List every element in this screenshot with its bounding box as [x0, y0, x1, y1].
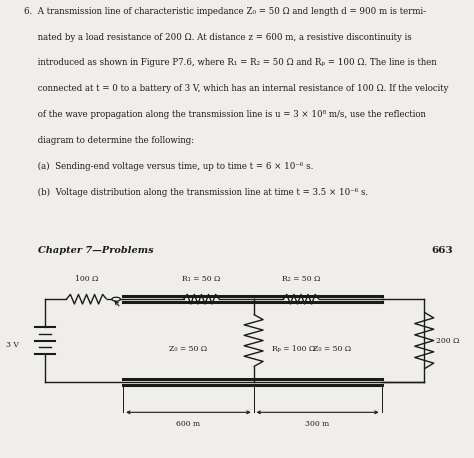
- Text: 100 Ω: 100 Ω: [75, 275, 98, 283]
- Text: introduced as shown in Figure P7.6, where R₁ = R₂ = 50 Ω and Rₚ = 100 Ω. The lin: introduced as shown in Figure P7.6, wher…: [24, 59, 437, 67]
- Text: Z₀ = 50 Ω: Z₀ = 50 Ω: [169, 345, 208, 353]
- Text: (a)  Sending-end voltage versus time, up to time t = 6 × 10⁻⁶ s.: (a) Sending-end voltage versus time, up …: [24, 162, 313, 171]
- Text: R₂ = 50 Ω: R₂ = 50 Ω: [282, 275, 320, 283]
- Text: connected at t = 0 to a battery of 3 V, which has an internal resistance of 100 : connected at t = 0 to a battery of 3 V, …: [24, 84, 448, 93]
- Text: Rₚ = 100 Ω: Rₚ = 100 Ω: [272, 345, 315, 353]
- Text: 6.  A transmission line of characteristic impedance Z₀ = 50 Ω and length d = 900: 6. A transmission line of characteristic…: [24, 6, 426, 16]
- Text: R₁ = 50 Ω: R₁ = 50 Ω: [182, 275, 220, 283]
- Text: nated by a load resistance of 200 Ω. At distance z = 600 m, a resistive disconti: nated by a load resistance of 200 Ω. At …: [24, 33, 411, 42]
- Text: 300 m: 300 m: [305, 420, 330, 428]
- Text: Z₀ = 50 Ω: Z₀ = 50 Ω: [313, 345, 351, 353]
- Text: of the wave propagation along the transmission line is u = 3 × 10⁸ m/s, use the : of the wave propagation along the transm…: [24, 110, 426, 120]
- Text: Chapter 7—Problems: Chapter 7—Problems: [38, 246, 154, 255]
- Text: diagram to determine the following:: diagram to determine the following:: [24, 136, 194, 145]
- Text: 600 m: 600 m: [176, 420, 201, 428]
- Text: 663: 663: [431, 246, 453, 255]
- Text: (b)  Voltage distribution along the transmission line at time t = 3.5 × 10⁻⁶ s.: (b) Voltage distribution along the trans…: [24, 188, 368, 197]
- Text: 200 Ω: 200 Ω: [436, 337, 459, 344]
- Text: 3 V: 3 V: [6, 341, 19, 349]
